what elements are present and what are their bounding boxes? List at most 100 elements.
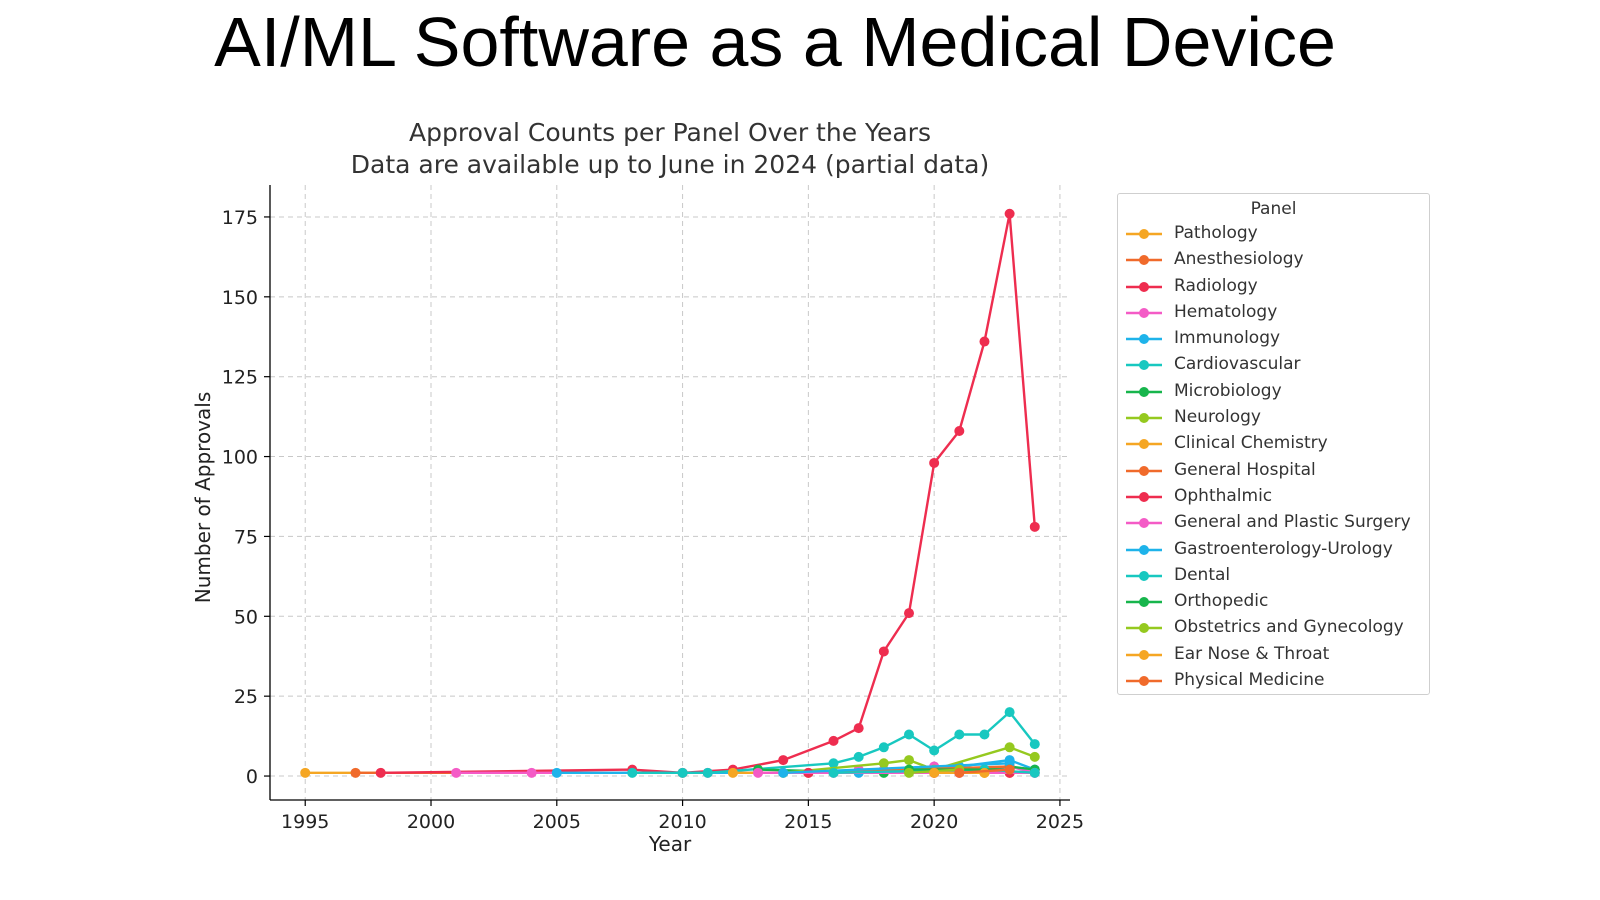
legend-item: Physical Medicine <box>1118 668 1429 694</box>
legend-label: Physical Medicine <box>1174 670 1325 691</box>
data-point <box>903 755 914 766</box>
legend-item: Orthopedic <box>1118 589 1429 615</box>
chart-title: Approval Counts per Panel Over the Years <box>409 118 931 147</box>
data-point <box>677 767 688 778</box>
data-point <box>350 767 361 778</box>
legend-label: Cardiovascular <box>1174 354 1301 375</box>
legend-swatch <box>1126 413 1162 424</box>
data-point <box>1004 208 1015 219</box>
data-point <box>903 767 914 778</box>
data-point <box>954 767 965 778</box>
data-point <box>853 723 864 734</box>
legend-item: Ophthalmic <box>1118 484 1429 510</box>
slide-title: AI/ML Software as a Medical Device <box>214 3 1336 81</box>
legend-item: Radiology <box>1118 274 1429 300</box>
legend-swatch <box>1126 334 1162 345</box>
legend-item: Ear Nose & Throat <box>1118 642 1429 668</box>
data-point <box>979 729 990 740</box>
legend-label: Ear Nose & Throat <box>1174 643 1330 664</box>
data-point <box>627 767 638 778</box>
x-tick-label: 2000 <box>407 811 455 833</box>
series-line <box>783 762 1010 774</box>
data-point <box>878 742 889 753</box>
legend-label: Neurology <box>1174 407 1261 428</box>
legend-label: Orthopedic <box>1174 591 1269 612</box>
legend-swatch <box>1126 491 1162 502</box>
legend-label: Dental <box>1174 564 1231 585</box>
legend-label: Pathology <box>1174 223 1258 243</box>
data-point <box>753 767 764 778</box>
data-point <box>853 751 864 762</box>
legend-item: Gastroenterology-Urology <box>1118 537 1429 563</box>
data-point <box>828 735 839 746</box>
data-point <box>828 767 839 778</box>
y-tick-label: 125 <box>222 367 258 389</box>
data-point <box>451 767 462 778</box>
y-axis-label: Number of Approvals <box>191 392 215 604</box>
chart-subtitle: Data are available up to June in 2024 (p… <box>351 150 989 179</box>
chart-legend: Panel Pathology Anesthesiology Radiology He… <box>1117 193 1430 695</box>
legend-item: General Hospital <box>1118 458 1429 484</box>
data-point <box>1004 707 1015 718</box>
legend-swatch <box>1126 281 1162 292</box>
data-point <box>828 758 839 769</box>
legend-item: Neurology <box>1118 405 1429 431</box>
x-tick-label: 2025 <box>1036 811 1084 833</box>
x-tick-label: 1995 <box>281 811 329 833</box>
legend-swatch <box>1126 465 1162 476</box>
legend-item: Immunology <box>1118 326 1429 352</box>
data-point <box>778 755 789 766</box>
data-point <box>979 767 990 778</box>
legend-title: Panel <box>1250 199 1297 219</box>
data-point <box>979 336 990 347</box>
legend-item: Obstetrics and Gynecology <box>1118 615 1429 641</box>
legend-swatch <box>1126 649 1162 660</box>
legend-item: Hematology <box>1118 300 1429 326</box>
data-point <box>954 729 965 740</box>
legend-item: General and Plastic Surgery <box>1118 510 1429 536</box>
y-tick-label: 150 <box>222 287 258 309</box>
legend-item: Anesthesiology <box>1118 247 1429 273</box>
legend-swatch <box>1126 544 1162 555</box>
legend-label: Hematology <box>1174 301 1278 322</box>
legend-item: Microbiology <box>1118 379 1429 405</box>
legend-swatch <box>1126 360 1162 371</box>
legend-item: Dental <box>1118 563 1429 589</box>
y-tick-label: 75 <box>234 526 258 548</box>
data-point <box>929 767 940 778</box>
data-point <box>1029 767 1040 778</box>
legend-label: General Hospital <box>1174 459 1316 480</box>
x-tick-label: 2020 <box>910 811 958 833</box>
y-tick-label: 25 <box>234 686 258 708</box>
x-tick-label: 2005 <box>533 811 581 833</box>
legend-label: Obstetrics and Gynecology <box>1174 617 1404 638</box>
data-point <box>903 608 914 619</box>
data-point <box>878 646 889 657</box>
legend-item: Clinical Chemistry <box>1118 431 1429 457</box>
y-tick-label: 100 <box>222 447 258 469</box>
data-point <box>1004 742 1015 753</box>
y-tick-label: 175 <box>222 207 258 229</box>
legend-swatch <box>1126 623 1162 634</box>
data-point <box>1029 751 1040 762</box>
data-point <box>702 767 713 778</box>
data-point <box>727 767 738 778</box>
legend-label: Immunology <box>1174 328 1281 349</box>
y-tick-label: 0 <box>246 766 258 788</box>
legend-label: Anesthesiology <box>1174 249 1304 270</box>
legend-item: Cardiovascular <box>1118 352 1429 378</box>
legend-swatch <box>1126 676 1162 687</box>
data-point <box>1029 521 1040 532</box>
legend-label: Gastroenterology-Urology <box>1174 538 1393 559</box>
data-point <box>954 426 965 436</box>
legend-swatch <box>1126 439 1162 450</box>
legend-swatch <box>1126 229 1162 239</box>
legend-swatch <box>1126 518 1162 529</box>
y-tick-label: 50 <box>234 606 258 628</box>
series-line <box>959 768 1010 774</box>
legend-swatch <box>1126 597 1162 608</box>
data-point <box>1029 739 1040 750</box>
legend-swatch <box>1126 386 1162 397</box>
legend-label: Radiology <box>1174 275 1258 296</box>
